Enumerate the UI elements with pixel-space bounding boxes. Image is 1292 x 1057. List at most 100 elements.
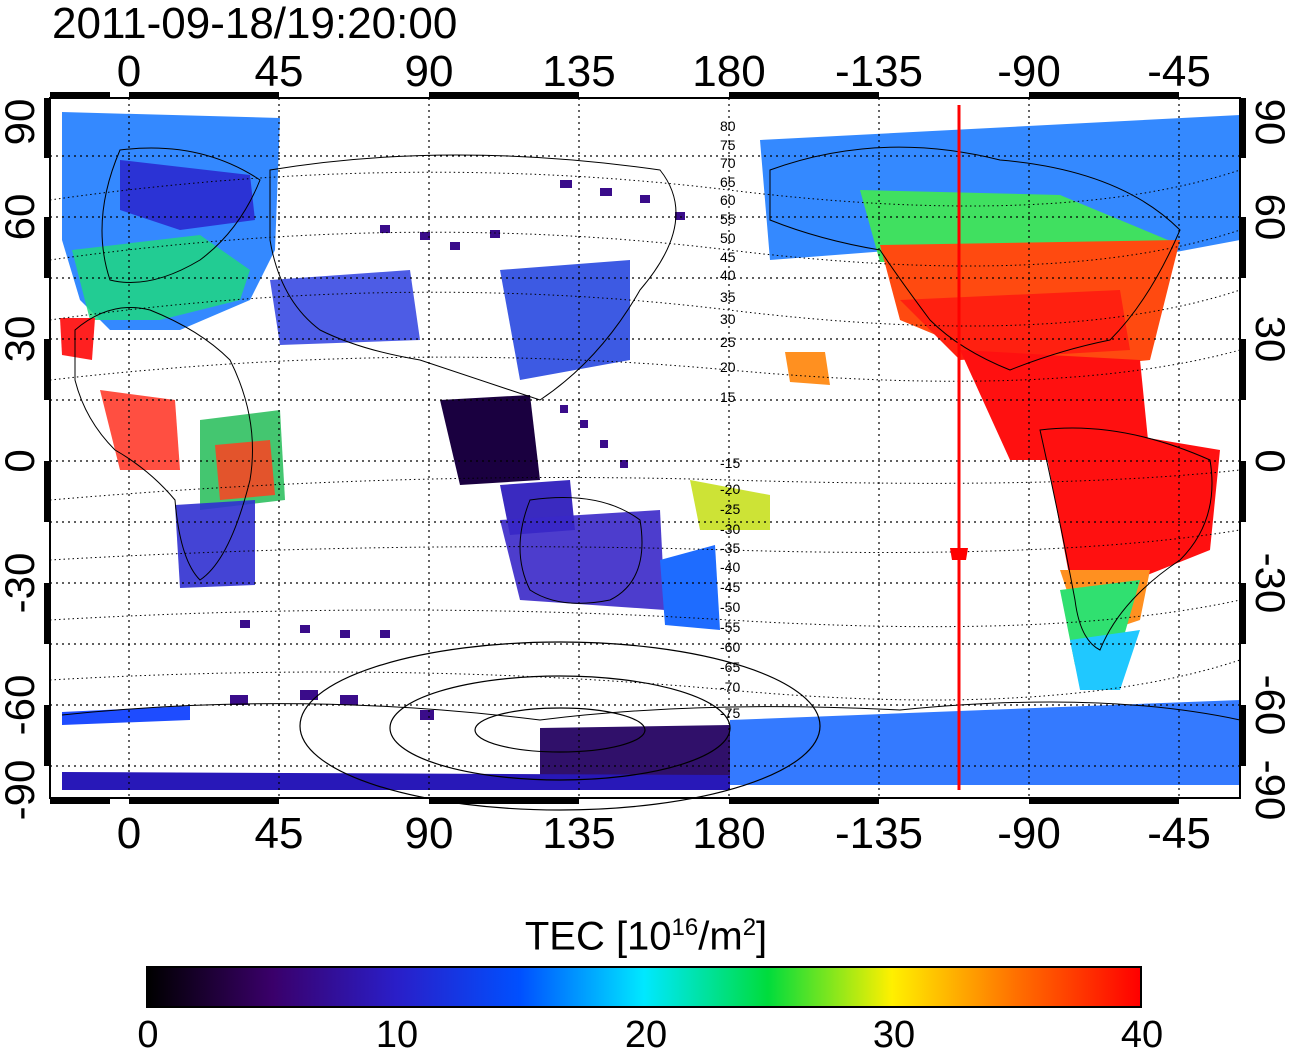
bottom-lon-label: -90 <box>997 809 1061 858</box>
tec-colorbar <box>146 966 1142 1008</box>
contour-label: -30 <box>720 521 740 537</box>
tec-patch-west-med <box>60 318 95 360</box>
contour-label: -75 <box>720 705 740 721</box>
contour-label: 35 <box>720 289 736 305</box>
contour-label: 70 <box>720 155 736 171</box>
bottom-lon-label: 90 <box>405 809 454 858</box>
contour-label: 60 <box>720 192 736 208</box>
contour-label: 30 <box>720 311 736 327</box>
colorbar-tick-label: 20 <box>624 1014 668 1056</box>
colorbar-title: TEC [1016/m2] <box>0 905 1292 959</box>
tec-patch-south-africa <box>175 500 255 588</box>
colorbar-title-prefix: TEC [10 <box>524 914 672 959</box>
top-lon-label: 90 <box>405 47 454 96</box>
top-lon-label: 180 <box>692 47 765 96</box>
contour-label: -55 <box>720 619 740 635</box>
tec-patch-asia-mid <box>270 270 420 345</box>
left-lat-label: 0 <box>0 449 43 472</box>
left-lat-label: -30 <box>0 553 43 614</box>
tec-patch-seasia-dark <box>440 395 540 485</box>
terminator-marker <box>950 548 968 560</box>
contour-label: 45 <box>720 249 736 265</box>
contour-label: 50 <box>720 230 736 246</box>
colorbar-tick-label: 30 <box>872 1014 916 1056</box>
coastlines <box>61 146 1241 721</box>
tec-patch-africa-hot <box>215 440 275 500</box>
timestamp-title: 2011-09-18/19:20:00 <box>52 0 458 48</box>
tec-patch-pacific-sw <box>690 480 770 530</box>
tec-patch-europe-dark <box>120 160 255 230</box>
tec-patch-australia <box>500 510 665 610</box>
right-lat-label: -30 <box>1247 553 1292 614</box>
right-lat-label: -90 <box>1247 760 1292 821</box>
tec-patch-antarctic-east <box>730 700 1240 785</box>
contour-label: 15 <box>720 389 736 405</box>
tec-patch-hawaii <box>785 352 830 385</box>
contour-label: 20 <box>720 359 736 375</box>
left-lat-label: -60 <box>0 675 43 736</box>
contour-label: -60 <box>720 639 740 655</box>
frame-ticks <box>44 92 1246 804</box>
tec-scatter-points <box>230 180 685 720</box>
contour-label: -40 <box>720 559 740 575</box>
south-magnetic-pole-contours <box>299 641 821 811</box>
tec-patch-antarctic-mid <box>540 725 730 785</box>
top-lon-label: 45 <box>255 47 304 96</box>
bottom-lon-label: 180 <box>692 809 765 858</box>
right-lat-axis: 90 60 30 0 -30 -60 -90 <box>1247 99 1292 821</box>
colorbar-tick-label: 0 <box>137 1014 159 1056</box>
bottom-lon-label: -135 <box>835 809 923 858</box>
left-lat-label: 60 <box>0 194 43 241</box>
left-lat-label: 30 <box>0 316 43 363</box>
contour-label: -35 <box>720 540 740 556</box>
top-lon-axis: 0 45 90 135 180 -135 -90 -45 <box>117 47 1211 96</box>
contour-label: 25 <box>720 334 736 350</box>
top-lon-label: 0 <box>117 47 141 96</box>
tec-world-map: 80 75 70 65 60 55 50 45 40 35 30 25 20 1… <box>0 47 1292 858</box>
top-lon-label: -90 <box>997 47 1061 96</box>
top-lon-label: -45 <box>1147 47 1211 96</box>
tec-patch-patagonia <box>1070 630 1140 690</box>
tec-patch-antarctic-west <box>62 772 730 790</box>
colorbar-title-exponent: 16 <box>671 914 699 941</box>
top-lon-label: 135 <box>542 47 615 96</box>
colorbar-title-unit: /m <box>698 914 743 959</box>
colorbar-title-suffix: ] <box>756 914 768 959</box>
right-lat-label: -60 <box>1247 675 1292 736</box>
contour-label: -25 <box>720 501 740 517</box>
right-lat-label: 90 <box>1247 99 1292 146</box>
tec-patch-antarctic-strip <box>62 706 190 725</box>
plot-frame <box>49 97 1241 799</box>
graticule <box>50 98 1240 798</box>
contour-label: -45 <box>720 579 740 595</box>
bottom-lon-label: 0 <box>117 809 141 858</box>
contour-label: 65 <box>720 174 736 190</box>
contour-label: 80 <box>720 118 736 134</box>
contour-label: 40 <box>720 267 736 283</box>
contour-label: -20 <box>720 481 740 497</box>
tec-patch-south-america <box>1040 420 1220 590</box>
contour-label-group: 80 75 70 65 60 55 50 45 40 35 30 25 20 1… <box>720 118 740 721</box>
bottom-lon-axis: 0 45 90 135 180 -135 -90 -45 <box>117 809 1211 858</box>
contour-label: 55 <box>720 211 736 227</box>
right-lat-label: 0 <box>1247 449 1292 472</box>
left-lat-label: 90 <box>0 99 43 146</box>
bottom-lon-label: 135 <box>542 809 615 858</box>
bottom-lon-label: 45 <box>255 809 304 858</box>
colorbar-tick-label: 40 <box>1120 1014 1164 1056</box>
contour-label: -15 <box>720 455 740 471</box>
bottom-lon-label: -45 <box>1147 809 1211 858</box>
left-lat-axis: 90 60 30 0 -30 -60 -90 <box>0 99 43 821</box>
left-lat-label: -90 <box>0 760 43 821</box>
tec-data-layer <box>60 112 1240 790</box>
colorbar-tick-label: 10 <box>375 1014 419 1056</box>
contour-label: -50 <box>720 599 740 615</box>
right-lat-label: 30 <box>1247 316 1292 363</box>
tec-patch-nz <box>660 545 720 630</box>
contour-label: -70 <box>720 679 740 695</box>
top-lon-label: -135 <box>835 47 923 96</box>
contour-label: 75 <box>720 137 736 153</box>
right-lat-label: 60 <box>1247 194 1292 241</box>
contour-label: -65 <box>720 659 740 675</box>
colorbar-title-unit-exponent: 2 <box>742 914 757 941</box>
